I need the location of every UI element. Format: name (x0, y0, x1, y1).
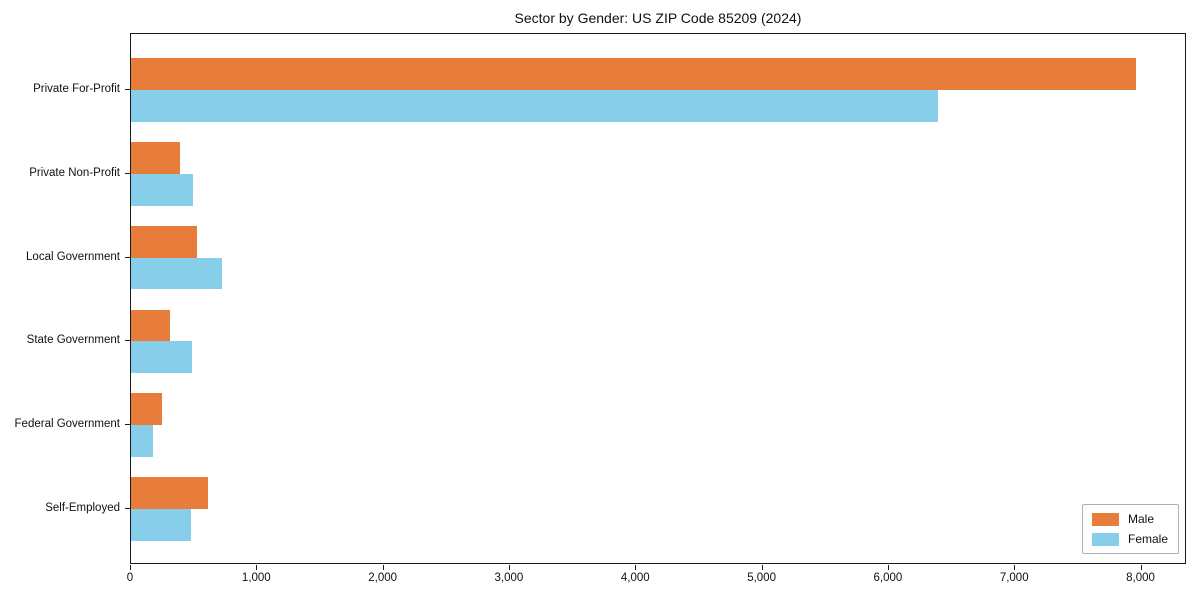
bar-female-self-employed (131, 509, 191, 541)
x-tick-label-5-000: 5,000 (747, 572, 776, 584)
x-tick-label-8-000: 8,000 (1126, 572, 1155, 584)
bar-male-federal-government (131, 393, 162, 426)
bar-female-state-government (131, 341, 192, 374)
legend-swatch-female (1091, 532, 1119, 546)
x-tick-mark (887, 565, 889, 570)
y-tick-label-private-non-profit: Private Non-Profit (29, 166, 120, 179)
y-tick-label-state-government: State Government (26, 334, 120, 347)
x-tick-mark (256, 565, 258, 570)
chart-title: Sector by Gender: US ZIP Code 85209 (202… (514, 10, 802, 26)
x-tick-mark (1014, 565, 1016, 570)
plot-area: Male Female (130, 33, 1186, 564)
y-tick-mark (125, 424, 130, 426)
x-tick-mark (635, 565, 637, 570)
x-tick-mark (130, 565, 131, 570)
legend: Male Female (1081, 504, 1179, 554)
legend-swatch-male (1091, 512, 1119, 526)
x-tick-label-2-000: 2,000 (368, 572, 398, 584)
bar-male-private-for-profit (131, 58, 1137, 90)
x-tick-label-6-000: 6,000 (873, 572, 903, 584)
bar-male-state-government (131, 309, 171, 342)
bar-female-federal-government (131, 425, 154, 457)
y-tick-mark (125, 172, 130, 174)
y-tick-mark (125, 89, 130, 90)
x-tick-label-0: 0 (126, 572, 134, 584)
bar-male-local-government (131, 225, 197, 258)
y-tick-label-local-government: Local Government (26, 250, 120, 263)
y-tick-mark (125, 340, 130, 342)
x-tick-mark (382, 565, 384, 570)
legend-label-male: Male (1127, 512, 1154, 526)
bar-male-private-non-profit (131, 142, 181, 174)
legend-label-female: Female (1127, 532, 1168, 546)
x-tick-mark (761, 565, 763, 570)
bar-female-private-for-profit (131, 90, 939, 122)
x-tick-label-1-000: 1,000 (241, 572, 271, 584)
y-tick-label-federal-government: Federal Government (14, 418, 120, 431)
x-tick-label-3-000: 3,000 (494, 572, 524, 584)
bar-female-private-non-profit (131, 173, 193, 206)
legend-item-male: Male (1091, 512, 1168, 526)
x-tick-label-4-000: 4,000 (620, 572, 650, 584)
bar-female-local-government (131, 257, 222, 290)
y-tick-label-private-for-profit: Private For-Profit (33, 83, 120, 95)
bar-male-self-employed (131, 477, 209, 509)
x-tick-mark (508, 565, 510, 570)
legend-item-female: Female (1091, 532, 1168, 546)
y-tick-mark (125, 508, 130, 509)
y-tick-label-self-employed: Self-Employed (45, 502, 120, 514)
y-tick-mark (125, 256, 130, 258)
x-tick-label-7-000: 7,000 (999, 572, 1029, 584)
x-tick-mark (1140, 565, 1142, 570)
